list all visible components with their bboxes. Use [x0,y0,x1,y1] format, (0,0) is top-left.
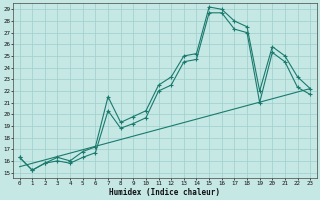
X-axis label: Humidex (Indice chaleur): Humidex (Indice chaleur) [109,188,220,197]
